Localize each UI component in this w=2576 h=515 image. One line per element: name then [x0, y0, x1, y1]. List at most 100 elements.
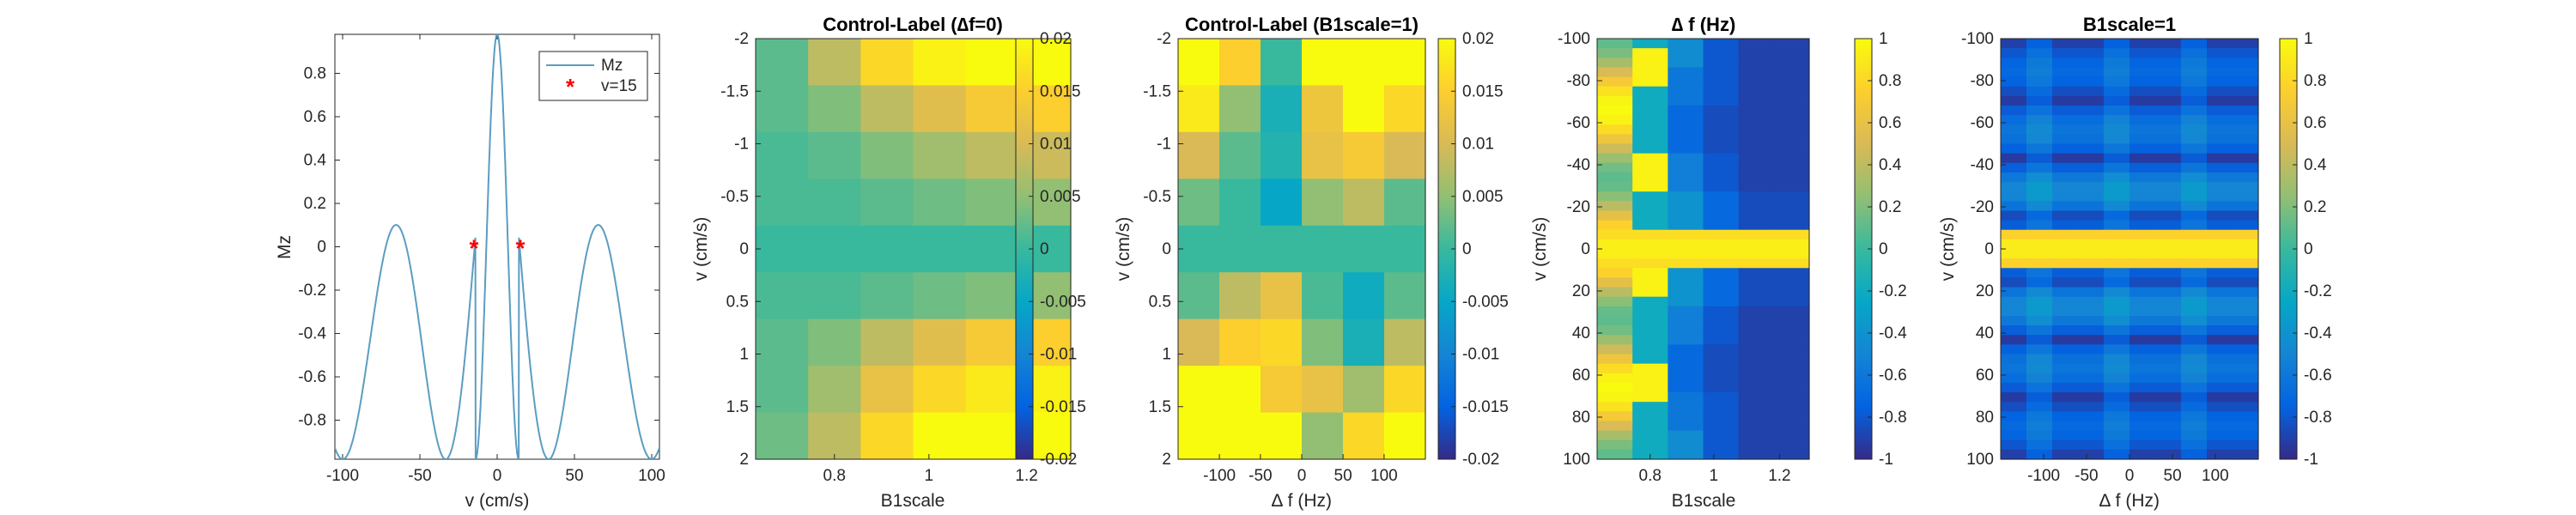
heatmap-cell: [2207, 325, 2233, 336]
heatmap-cell: [1384, 179, 1426, 227]
heatmap-cell: [1597, 363, 1633, 374]
heatmap-cell: [2129, 402, 2156, 412]
heatmap-cell: [1703, 134, 1740, 145]
heatmap-cell: [2207, 402, 2233, 412]
heatmap-cell: [2026, 402, 2053, 412]
heatmap-cell: [2129, 287, 2156, 298]
heatmap-cell: [2207, 115, 2233, 125]
colorbar-tick-label: -0.01: [1462, 346, 1499, 364]
heatmap-cell: [1384, 131, 1426, 179]
v15-marker: *: [516, 235, 526, 262]
heatmap-cell: [2078, 411, 2105, 422]
heatmap-cell: [2233, 344, 2259, 355]
heatmap-cell: [2001, 58, 2027, 69]
heatmap-cell: [2001, 315, 2027, 326]
heatmap-cell: [1343, 179, 1385, 227]
heatmap-cell: [2129, 191, 2156, 202]
heatmap-cell: [1597, 258, 1633, 269]
x-tick-label: 0: [1297, 467, 1307, 485]
heatmap-cell: [1773, 354, 1810, 365]
heatmap-cell: [1738, 39, 1775, 49]
heatmap-cell: [1668, 430, 1704, 441]
heatmap-cell: [965, 366, 1019, 414]
heatmap-cell: [2104, 354, 2130, 365]
heatmap-cell: [2052, 421, 2079, 432]
heatmap-cell: [1668, 373, 1704, 384]
heatmap-cell: [2181, 76, 2208, 88]
heatmap-cell: [2001, 220, 2027, 231]
heatmap-cell: [2181, 449, 2208, 460]
heatmap-cell: [1773, 325, 1810, 336]
heatmap-cell: [1178, 85, 1220, 133]
heatmap-cell: [1703, 258, 1740, 269]
x-tick-label: 100: [638, 467, 665, 485]
heatmap-cell: [2026, 249, 2053, 259]
heatmap-cell: [2078, 191, 2105, 202]
heatmap-cell: [1597, 229, 1633, 240]
legend: Mz * v=15: [538, 51, 648, 101]
heatmap-cell: [1773, 249, 1810, 259]
heatmap-cell: [2181, 268, 2208, 279]
heatmap-cell: [1703, 402, 1740, 412]
heatmap-cell: [1632, 143, 1668, 154]
heatmap-cell: [1668, 153, 1704, 164]
heatmap-cell: [2129, 182, 2156, 192]
heatmap-cell: [1668, 210, 1704, 221]
heatmap-cell: [2052, 411, 2079, 422]
heatmap-cell: [2233, 124, 2259, 135]
colorbar-tick-label: -1: [2304, 451, 2318, 469]
heatmap-cell: [2233, 335, 2259, 345]
heatmap-cell: [2078, 315, 2105, 326]
heatmap-cell: [1632, 67, 1668, 78]
heatmap-cell: [1668, 411, 1704, 422]
heatmap-cell: [1738, 306, 1775, 317]
heatmap-cell: [1668, 172, 1704, 183]
heatmap-cell: [2001, 39, 2027, 49]
heatmap-cell: [1597, 287, 1633, 298]
heatmap-cell: [913, 412, 967, 460]
heatmap-cell: [2078, 86, 2105, 97]
heatmap-cell: [1668, 392, 1704, 403]
heatmap-cell: [1632, 95, 1668, 106]
heatmap-ticks-1: -2 -1.5 -1 -0.5 0 0.5 1 1.5 2 0.8 1 1.2: [720, 30, 1038, 485]
heatmap-cell: [2001, 115, 2027, 125]
heatmap-cell: [2233, 210, 2259, 221]
heatmap-cell: [1773, 277, 1810, 288]
colorbar-tick-label: 0.02: [1462, 30, 1494, 48]
heatmap-cell: [1703, 239, 1740, 250]
heatmap-cell: [1597, 296, 1633, 307]
heatmap-cell: [1773, 143, 1810, 154]
heatmap-cell: [1632, 153, 1668, 164]
heatmap-cell: [1343, 85, 1385, 133]
heatmap-cell: [2233, 382, 2259, 393]
heatmap-cell: [1597, 153, 1633, 164]
heatmap-cell: [2104, 430, 2130, 441]
heatmap-cell: [2001, 229, 2027, 240]
colorbar-tick-label: -0.02: [1462, 451, 1499, 469]
heatmap-cell: [2181, 220, 2208, 231]
heatmap-cell: [1632, 363, 1668, 374]
heatmap-cell: [2233, 191, 2259, 202]
heatmap-cell: [2233, 105, 2259, 116]
heatmap-cell: [1597, 306, 1633, 317]
heatmap-cell: [2078, 172, 2105, 183]
heatmap-cell: [2181, 315, 2208, 326]
heatmap-cell: [1597, 373, 1633, 384]
heatmap-cell: [1632, 39, 1668, 49]
x-tick-label: 0.8: [823, 467, 846, 485]
heatmap-cell: [2052, 76, 2079, 88]
heatmap-cell: [2129, 373, 2156, 384]
heatmap-cell: [2207, 382, 2233, 393]
heatmap-cell: [1632, 258, 1668, 269]
heatmap-cell: [2181, 229, 2208, 240]
mz-series-line: [335, 34, 659, 459]
heatmap-cell: [2207, 296, 2233, 307]
heatmap-cell: [1773, 172, 1810, 183]
heatmap-cell: [1738, 239, 1775, 250]
heatmap-cell: [2052, 172, 2079, 183]
heatmap-cell: [2001, 201, 2027, 212]
heatmap-cell: [2104, 86, 2130, 97]
heatmap-cell: [860, 272, 914, 320]
y-tick-label: 0: [1162, 240, 1171, 258]
y-tick-label: -1.5: [720, 82, 749, 100]
